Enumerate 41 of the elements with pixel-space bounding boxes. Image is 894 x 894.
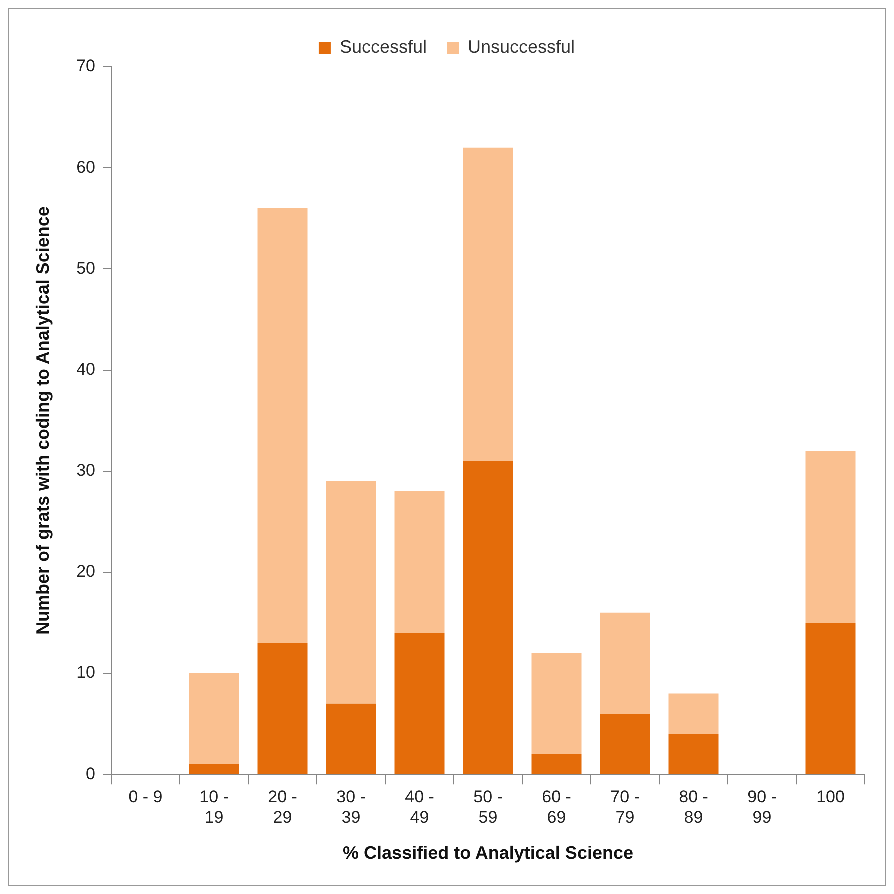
y-tick-label: 50 [76,258,96,278]
bar [668,694,719,734]
x-tick-label: 40 - 49 [405,787,434,827]
legend-label: Successful [340,36,428,57]
bar [463,148,514,462]
bar [600,612,650,714]
bar [532,653,582,754]
y-tick-label: 40 [76,360,96,379]
y-tick-label: 10 [76,663,96,682]
x-tick-label: 90 - 99 [748,787,777,827]
x-tick-label: 100 [816,787,845,806]
x-tick-label: 50 - 59 [474,787,503,827]
bar [394,492,445,634]
bar [600,714,650,774]
x-tick-label: 0 - 9 [128,787,163,806]
y-axis-title: Number of grats with coding to Analytical Science [32,206,53,636]
x-tick-label: 70 - 79 [610,787,640,827]
bar [463,461,514,774]
bar [258,643,308,774]
bar [532,754,582,774]
x-tick-label: 20 - 29 [268,787,298,827]
x-axis-title: % Classified to Analytical Science [343,843,634,864]
y-tick-label: 60 [76,158,96,177]
bar [326,481,376,704]
bar [668,734,719,774]
y-tick-label: 30 [76,461,96,480]
x-tick-label: 60 - 69 [542,787,572,827]
legend-label: Unsuccessful [468,36,576,57]
x-tick-label: 80 - 89 [679,787,708,827]
bar [806,622,856,774]
x-tick-label: 10 - 19 [200,787,229,827]
y-tick-label: 20 [76,562,96,582]
bar [806,451,856,623]
bar [189,764,240,774]
x-tick-label: 30 - 39 [336,787,366,827]
bar [394,633,445,774]
y-tick-label: 70 [76,56,96,76]
bar [258,208,308,644]
bar [189,674,240,764]
y-tick-label: 0 [86,764,96,784]
bar [326,704,376,774]
